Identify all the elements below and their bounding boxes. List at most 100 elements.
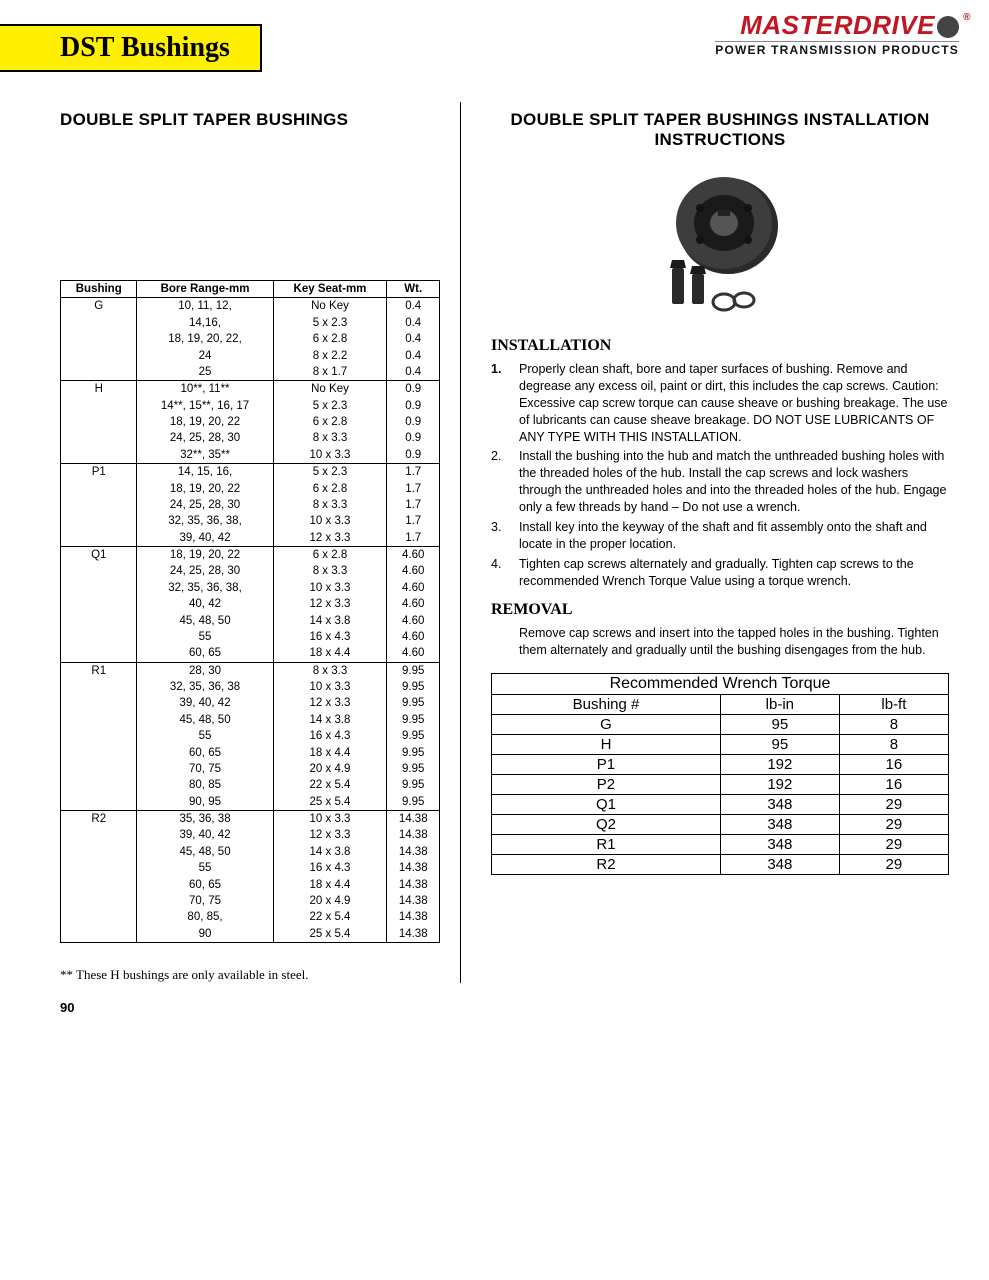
torque-cell: 95 — [720, 715, 839, 735]
step-number: 1. — [491, 361, 519, 445]
keyseat-cell: 12 x 3.3 — [273, 596, 387, 612]
torque-cell: Q1 — [492, 795, 721, 815]
install-steps: 1.Properly clean shaft, bore and taper s… — [491, 361, 949, 589]
weight-cell: 1.7 — [387, 530, 440, 547]
step-text: Install key into the keyway of the shaft… — [519, 519, 949, 553]
keyseat-cell: 14 x 3.8 — [273, 613, 387, 629]
keyseat-cell: No Key — [273, 381, 387, 398]
weight-cell: 9.95 — [387, 794, 440, 811]
torque-cell: P2 — [492, 775, 721, 795]
torque-cell: 348 — [720, 815, 839, 835]
keyseat-cell: 8 x 3.3 — [273, 662, 387, 679]
bore-cell: 55 — [137, 860, 273, 876]
right-title: DOUBLE SPLIT TAPER BUSHINGS INSTALLATION… — [491, 110, 949, 150]
keyseat-cell: 5 x 2.3 — [273, 398, 387, 414]
bore-cell: 24, 25, 28, 30 — [137, 430, 273, 446]
torque-row: R134829 — [492, 835, 949, 855]
left-title: DOUBLE SPLIT TAPER BUSHINGS — [60, 110, 440, 130]
bore-cell: 32**, 35** — [137, 447, 273, 464]
torque-cell: 29 — [839, 795, 948, 815]
weight-cell: 14.38 — [387, 811, 440, 828]
weight-cell: 0.4 — [387, 298, 440, 315]
torque-row: H958 — [492, 735, 949, 755]
torque-cell: G — [492, 715, 721, 735]
weight-cell: 14.38 — [387, 877, 440, 893]
removal-heading: REMOVAL — [491, 601, 949, 619]
keyseat-cell: 14 x 3.8 — [273, 844, 387, 860]
bore-cell: 35, 36, 38 — [137, 811, 273, 828]
torque-cell: P1 — [492, 755, 721, 775]
torque-cell: H — [492, 735, 721, 755]
bore-cell: 10**, 11** — [137, 381, 273, 398]
weight-cell: 9.95 — [387, 728, 440, 744]
torque-cell: 16 — [839, 755, 948, 775]
keyseat-cell: 8 x 3.3 — [273, 497, 387, 513]
weight-cell: 0.9 — [387, 447, 440, 464]
spec-table: BushingBore Range-mmKey Seat-mmWt. G10, … — [60, 280, 440, 943]
torque-cell: Q2 — [492, 815, 721, 835]
bore-cell: 14, 15, 16, — [137, 464, 273, 481]
weight-cell: 0.9 — [387, 398, 440, 414]
gear-icon — [937, 16, 959, 38]
bore-cell: 55 — [137, 728, 273, 744]
torque-cell: 29 — [839, 855, 948, 875]
spec-col-header: Wt. — [387, 281, 440, 298]
bore-cell: 39, 40, 42 — [137, 530, 273, 547]
weight-cell: 4.60 — [387, 580, 440, 596]
footnote: ** These H bushings are only available i… — [60, 967, 440, 983]
keyseat-cell: 16 x 4.3 — [273, 860, 387, 876]
keyseat-cell: 8 x 1.7 — [273, 364, 387, 381]
weight-cell: 0.4 — [387, 348, 440, 364]
weight-cell: 4.60 — [387, 629, 440, 645]
torque-header: Bushing # — [492, 695, 721, 715]
keyseat-cell: 10 x 3.3 — [273, 513, 387, 529]
weight-cell: 0.9 — [387, 430, 440, 446]
brand-block: MASTERDRIVE POWER TRANSMISSION PRODUCTS — [715, 10, 959, 57]
keyseat-cell: 12 x 3.3 — [273, 695, 387, 711]
weight-cell: 4.60 — [387, 547, 440, 564]
bore-cell: 80, 85 — [137, 777, 273, 793]
keyseat-cell: 5 x 2.3 — [273, 315, 387, 331]
torque-cell: 29 — [839, 815, 948, 835]
step-number: 3. — [491, 519, 519, 553]
weight-cell: 9.95 — [387, 712, 440, 728]
torque-cell: 192 — [720, 755, 839, 775]
torque-cell: 16 — [839, 775, 948, 795]
keyseat-cell: 10 x 3.3 — [273, 580, 387, 596]
weight-cell: 4.60 — [387, 645, 440, 662]
torque-cell: 192 — [720, 775, 839, 795]
bushing-group: G — [61, 298, 137, 381]
weight-cell: 14.38 — [387, 893, 440, 909]
torque-cell: R1 — [492, 835, 721, 855]
weight-cell: 0.4 — [387, 331, 440, 347]
weight-cell: 9.95 — [387, 695, 440, 711]
bore-cell: 60, 65 — [137, 745, 273, 761]
removal-text: Remove cap screws and insert into the ta… — [519, 625, 949, 659]
spec-col-header: Bore Range-mm — [137, 281, 273, 298]
keyseat-cell: 14 x 3.8 — [273, 712, 387, 728]
bore-cell: 90, 95 — [137, 794, 273, 811]
brand-tagline: POWER TRANSMISSION PRODUCTS — [715, 41, 959, 57]
torque-title: Recommended Wrench Torque — [492, 674, 949, 695]
torque-cell: 8 — [839, 735, 948, 755]
torque-cell: 348 — [720, 835, 839, 855]
torque-row: P219216 — [492, 775, 949, 795]
bore-cell: 18, 19, 20, 22 — [137, 481, 273, 497]
left-column: DOUBLE SPLIT TAPER BUSHINGS BushingBore … — [60, 102, 460, 983]
bore-cell: 80, 85, — [137, 909, 273, 925]
torque-cell: 95 — [720, 735, 839, 755]
bore-cell: 32, 35, 36, 38, — [137, 580, 273, 596]
weight-cell: 9.95 — [387, 777, 440, 793]
install-step: 2.Install the bushing into the hub and m… — [491, 448, 949, 516]
keyseat-cell: 18 x 4.4 — [273, 877, 387, 893]
weight-cell: 1.7 — [387, 497, 440, 513]
bore-cell: 32, 35, 36, 38, — [137, 513, 273, 529]
weight-cell: 14.38 — [387, 909, 440, 925]
keyseat-cell: 10 x 3.3 — [273, 679, 387, 695]
torque-row: G958 — [492, 715, 949, 735]
step-text: Properly clean shaft, bore and taper sur… — [519, 361, 949, 445]
bore-cell: 18, 19, 20, 22 — [137, 414, 273, 430]
bore-cell: 45, 48, 50 — [137, 844, 273, 860]
bore-cell: 24, 25, 28, 30 — [137, 563, 273, 579]
keyseat-cell: 22 x 5.4 — [273, 777, 387, 793]
